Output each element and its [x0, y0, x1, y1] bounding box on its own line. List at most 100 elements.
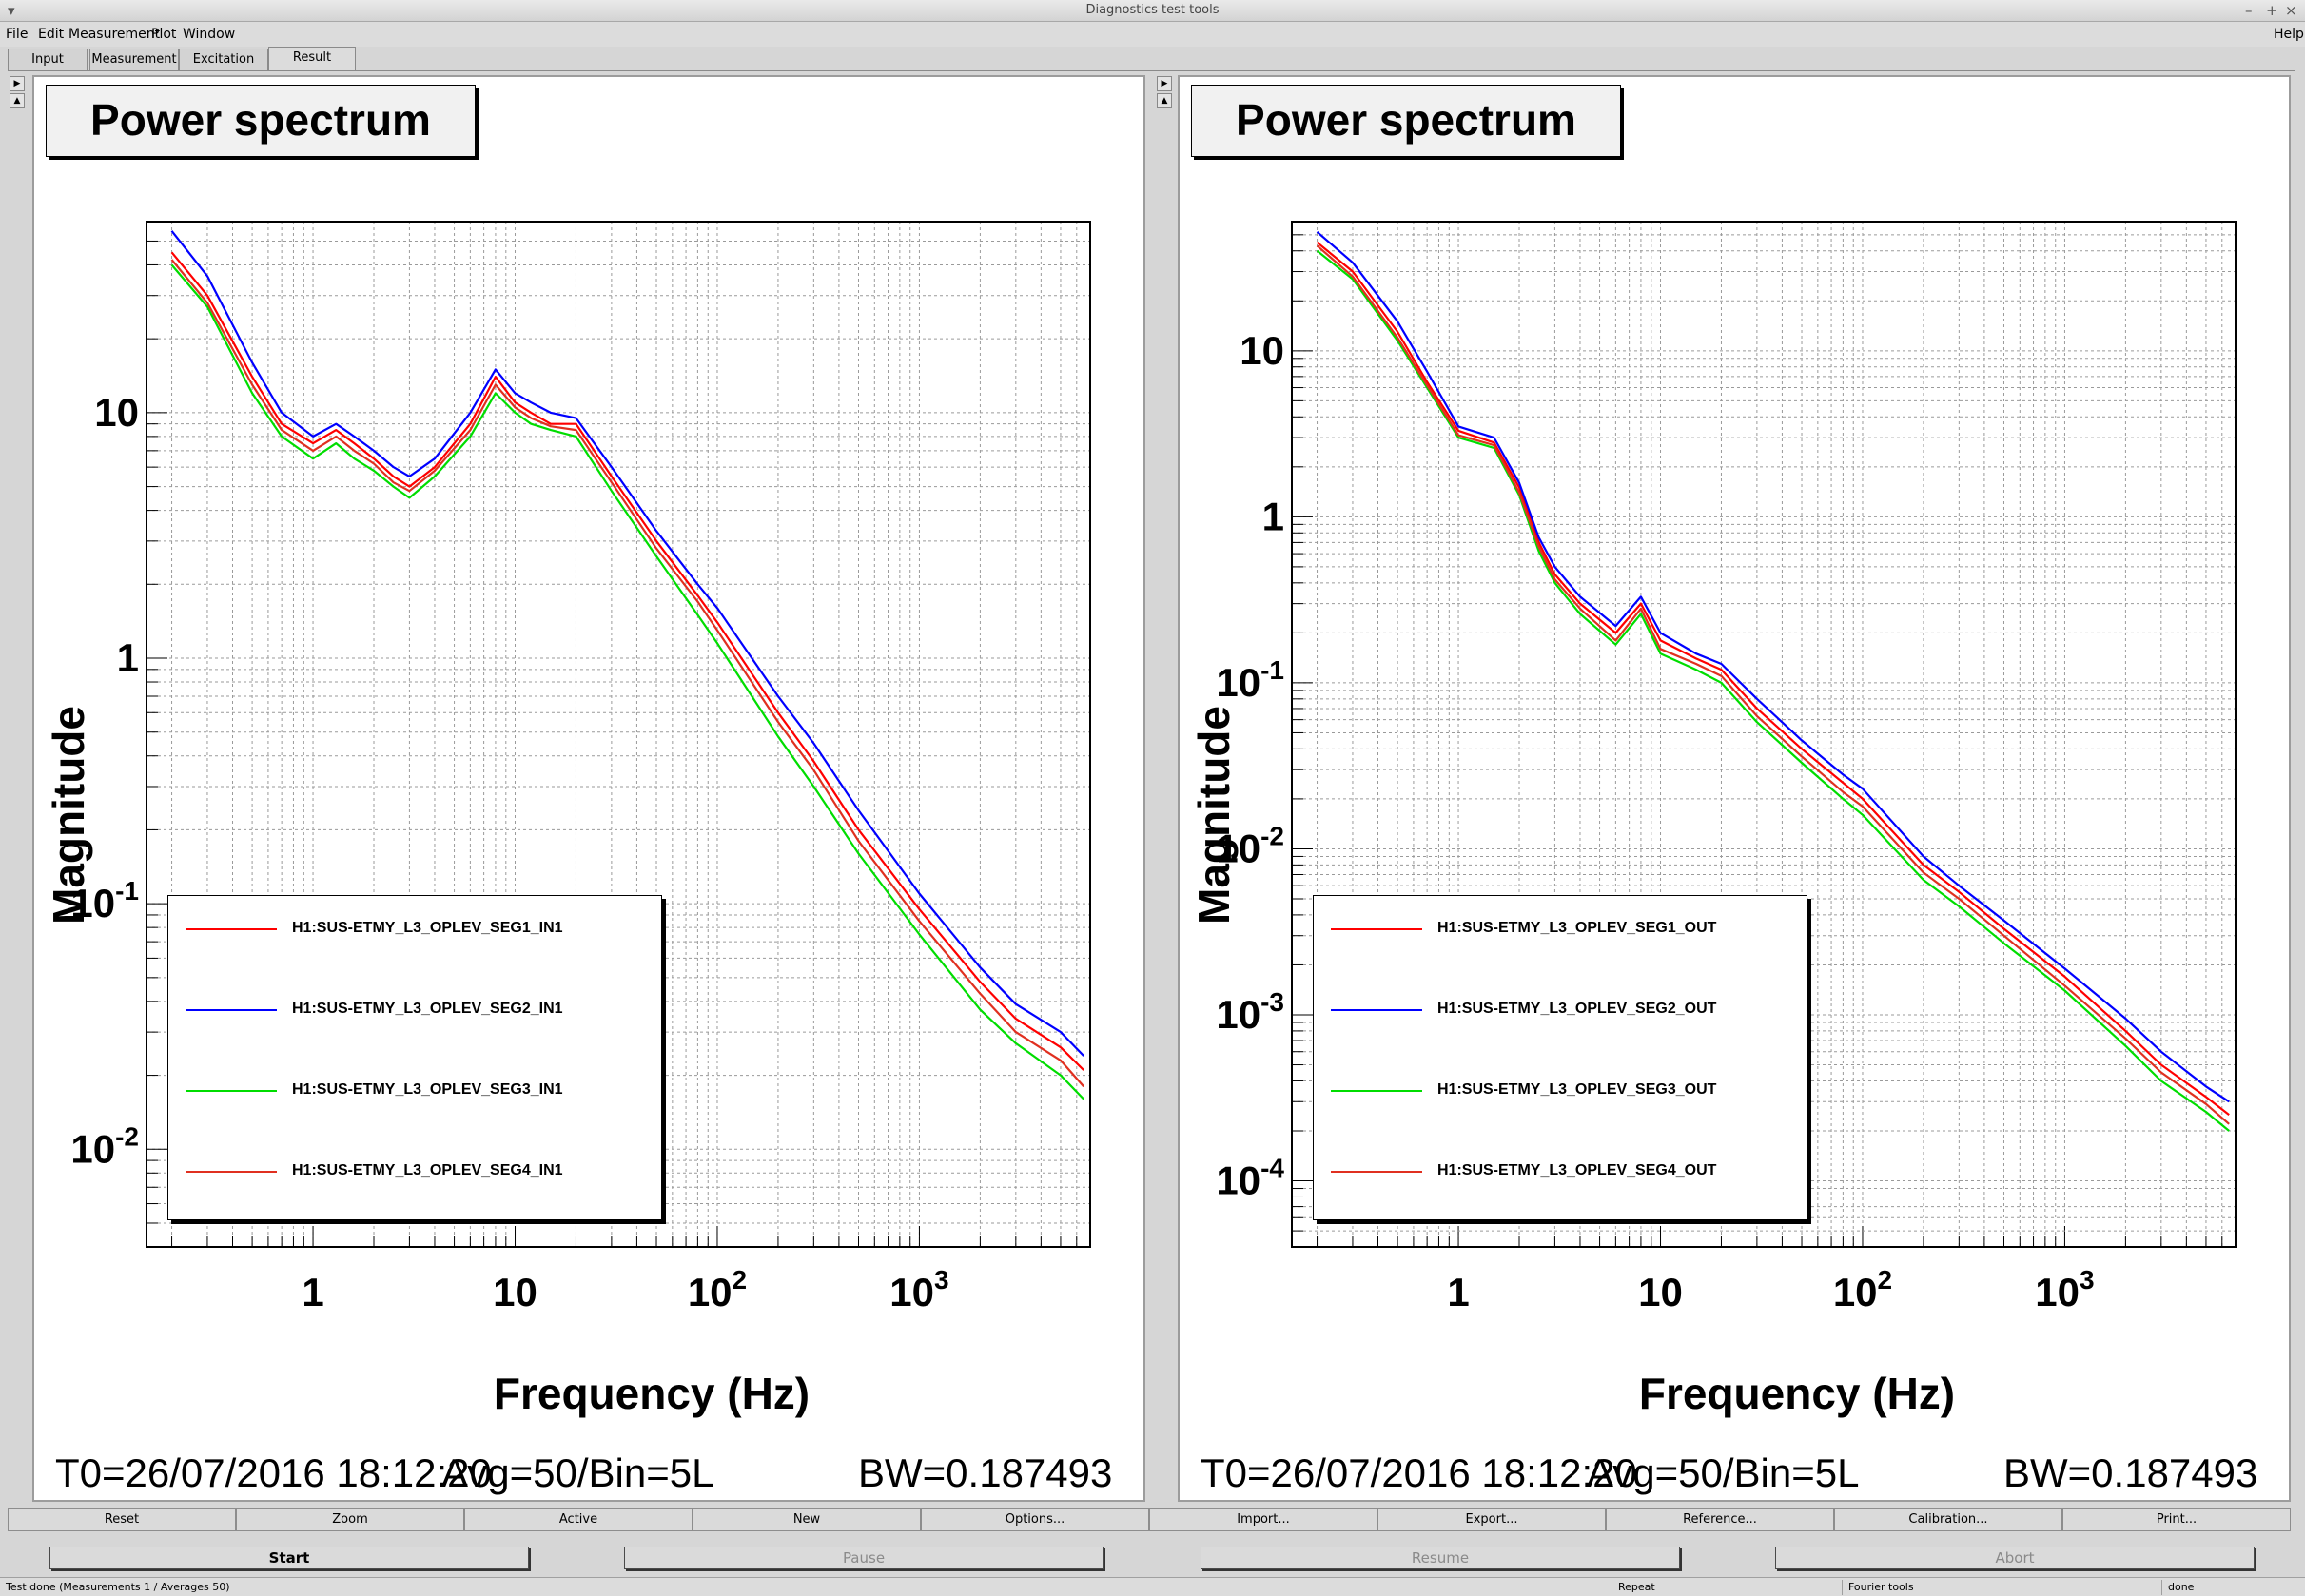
legend-entry: H1:SUS-ETMY_L3_OPLEV_SEG3_IN1 — [168, 1077, 661, 1105]
info-averages: Avg=50/Bin=5L — [441, 1450, 714, 1495]
info-t0: T0=26/07/2016 18:12:20 — [55, 1450, 492, 1495]
tab-measurement[interactable]: Measurement — [89, 49, 179, 70]
legend-entry: H1:SUS-ETMY_L3_OPLEV_SEG1_OUT — [1314, 915, 1807, 944]
plot-pad-left[interactable]: 1 10 102 103 10 1 10-1 10-2 Frequency (Hz) Magnit… — [32, 75, 1145, 1502]
legend-swatch-red — [186, 928, 277, 930]
plot-frame — [146, 221, 1091, 1248]
resume-button[interactable]: Resume — [1201, 1547, 1680, 1569]
series-line — [1316, 230, 2230, 1103]
legend-swatch-red — [186, 1171, 277, 1173]
plot-pad-right[interactable]: 1 10 102 103 10 1 10-1 10-2 10-3 10-4 Frequency (H… — [1178, 75, 2291, 1502]
close-icon[interactable]: × — [2285, 2, 2297, 19]
legend-label: H1:SUS-ETMY_L3_OPLEV_SEG4_IN1 — [292, 1162, 563, 1178]
x-tick-label-exponent: 3 — [2080, 1265, 2095, 1294]
menu-bar: File Edit Measurement Plot Window Help — [0, 22, 2305, 47]
series-line — [170, 263, 1084, 1100]
menu-window[interactable]: Window — [183, 27, 236, 42]
x-tick-label-exponent: 2 — [1878, 1265, 1893, 1294]
menu-edit[interactable]: Edit — [38, 27, 65, 42]
pane-scroll-up-icon[interactable]: ▲ — [1157, 93, 1172, 108]
y-tick-label-exponent: -4 — [1260, 1154, 1284, 1183]
window-menu-icon[interactable]: ▾ — [8, 2, 15, 19]
legend-entry: H1:SUS-ETMY_L3_OPLEV_SEG4_IN1 — [168, 1158, 661, 1186]
window-titlebar: ▾ Diagnostics test tools – + × — [0, 0, 2305, 22]
reference-button[interactable]: Reference... — [1606, 1508, 1834, 1531]
series-line — [1316, 249, 2230, 1132]
legend-swatch-blue — [186, 1009, 277, 1011]
legend-label: H1:SUS-ETMY_L3_OPLEV_SEG1_IN1 — [292, 920, 563, 936]
menu-plot[interactable]: Plot — [151, 27, 177, 42]
x-tick-label: 1 — [1447, 1270, 1469, 1314]
maximize-icon[interactable]: + — [2266, 2, 2278, 19]
y-axis-title: Magnitude — [44, 706, 93, 925]
status-message: Test done (Measurements 1 / Averages 50) — [6, 1581, 230, 1593]
series-line — [170, 230, 1084, 1057]
legend-swatch-blue — [1331, 1009, 1422, 1011]
tab-divider — [8, 70, 2295, 71]
menu-measurement[interactable]: Measurement — [68, 27, 161, 42]
legend-entry: H1:SUS-ETMY_L3_OPLEV_SEG2_IN1 — [168, 996, 661, 1024]
abort-button[interactable]: Abort — [1775, 1547, 2255, 1569]
legend-label: H1:SUS-ETMY_L3_OPLEV_SEG3_IN1 — [292, 1081, 563, 1098]
y-tick-label: 1 — [1262, 494, 1284, 538]
calibration-button[interactable]: Calibration... — [1834, 1508, 2062, 1531]
control-bar: Start Pause Resume Abort — [0, 1547, 2305, 1571]
legend[interactable]: H1:SUS-ETMY_L3_OPLEV_SEG1_OUT H1:SUS-ETM… — [1313, 895, 1807, 1220]
y-tick-label: 1 — [117, 635, 139, 680]
tab-result[interactable]: Result — [268, 47, 356, 71]
y-tick-label-exponent: -1 — [1260, 655, 1284, 685]
series-line — [1316, 241, 2230, 1116]
y-tick-label: 10 — [1240, 328, 1284, 373]
status-state: done — [2161, 1580, 2194, 1595]
x-tick-label-exponent: 2 — [733, 1265, 748, 1294]
pause-button[interactable]: Pause — [624, 1547, 1104, 1569]
window-title: Diagnostics test tools — [1085, 3, 1220, 17]
new-button[interactable]: New — [693, 1508, 921, 1531]
zoom-button[interactable]: Zoom — [236, 1508, 464, 1531]
tab-input[interactable]: Input — [8, 49, 88, 70]
y-tick-label-exponent: -1 — [115, 876, 139, 905]
x-tick-label: 10 — [1638, 1270, 1683, 1314]
y-tick-label-exponent: -3 — [1260, 987, 1284, 1017]
import-button[interactable]: Import... — [1149, 1508, 1377, 1531]
options-button[interactable]: Options... — [921, 1508, 1149, 1531]
menu-file[interactable]: File — [6, 27, 29, 42]
pane-scroll-right-icon[interactable]: ▶ — [10, 76, 25, 91]
series-line — [170, 251, 1084, 1071]
print-button[interactable]: Print... — [2062, 1508, 2291, 1531]
minimize-icon[interactable]: – — [2245, 2, 2253, 19]
info-bandwidth: BW=0.187493 — [858, 1450, 1113, 1495]
series-line — [1316, 244, 2230, 1125]
info-t0: T0=26/07/2016 18:12:20 — [1201, 1450, 1637, 1495]
legend-swatch-green — [186, 1090, 277, 1092]
legend-swatch-green — [1331, 1090, 1422, 1092]
y-tick-label: 10-4 — [1216, 1154, 1284, 1203]
legend[interactable]: H1:SUS-ETMY_L3_OPLEV_SEG1_IN1 H1:SUS-ETM… — [167, 895, 662, 1220]
x-tick-label-exponent: 3 — [934, 1265, 949, 1294]
active-button[interactable]: Active — [464, 1508, 693, 1531]
legend-label: H1:SUS-ETMY_L3_OPLEV_SEG2_IN1 — [292, 1001, 563, 1017]
export-button[interactable]: Export... — [1377, 1508, 1606, 1531]
x-tick-label: 103 — [889, 1265, 948, 1314]
y-tick-label-exponent: -2 — [1260, 821, 1284, 850]
menu-help[interactable]: Help — [2274, 27, 2304, 42]
y-tick-label: 10-1 — [1216, 655, 1284, 705]
legend-label: H1:SUS-ETMY_L3_OPLEV_SEG1_OUT — [1437, 920, 1717, 936]
legend-label: H1:SUS-ETMY_L3_OPLEV_SEG2_OUT — [1437, 1001, 1717, 1017]
pane-scroll-up-icon[interactable]: ▲ — [10, 93, 25, 108]
x-tick-label: 1 — [302, 1270, 323, 1314]
legend-entry: H1:SUS-ETMY_L3_OPLEV_SEG3_OUT — [1314, 1077, 1807, 1105]
x-axis-title: Frequency (Hz) — [1639, 1369, 1955, 1418]
status-repeat: Repeat — [1612, 1580, 1655, 1595]
x-tick-label: 10 — [493, 1270, 537, 1314]
reset-button[interactable]: Reset — [8, 1508, 236, 1531]
plot-title: Power spectrum — [46, 85, 476, 157]
pane-scroll-right-icon[interactable]: ▶ — [1157, 76, 1172, 91]
series-line — [170, 259, 1085, 1088]
y-axis-title: Magnitude — [1189, 706, 1239, 925]
y-tick-label: 10 — [94, 390, 139, 435]
tab-excitation[interactable]: Excitation — [179, 49, 268, 70]
start-button[interactable]: Start — [49, 1547, 529, 1569]
